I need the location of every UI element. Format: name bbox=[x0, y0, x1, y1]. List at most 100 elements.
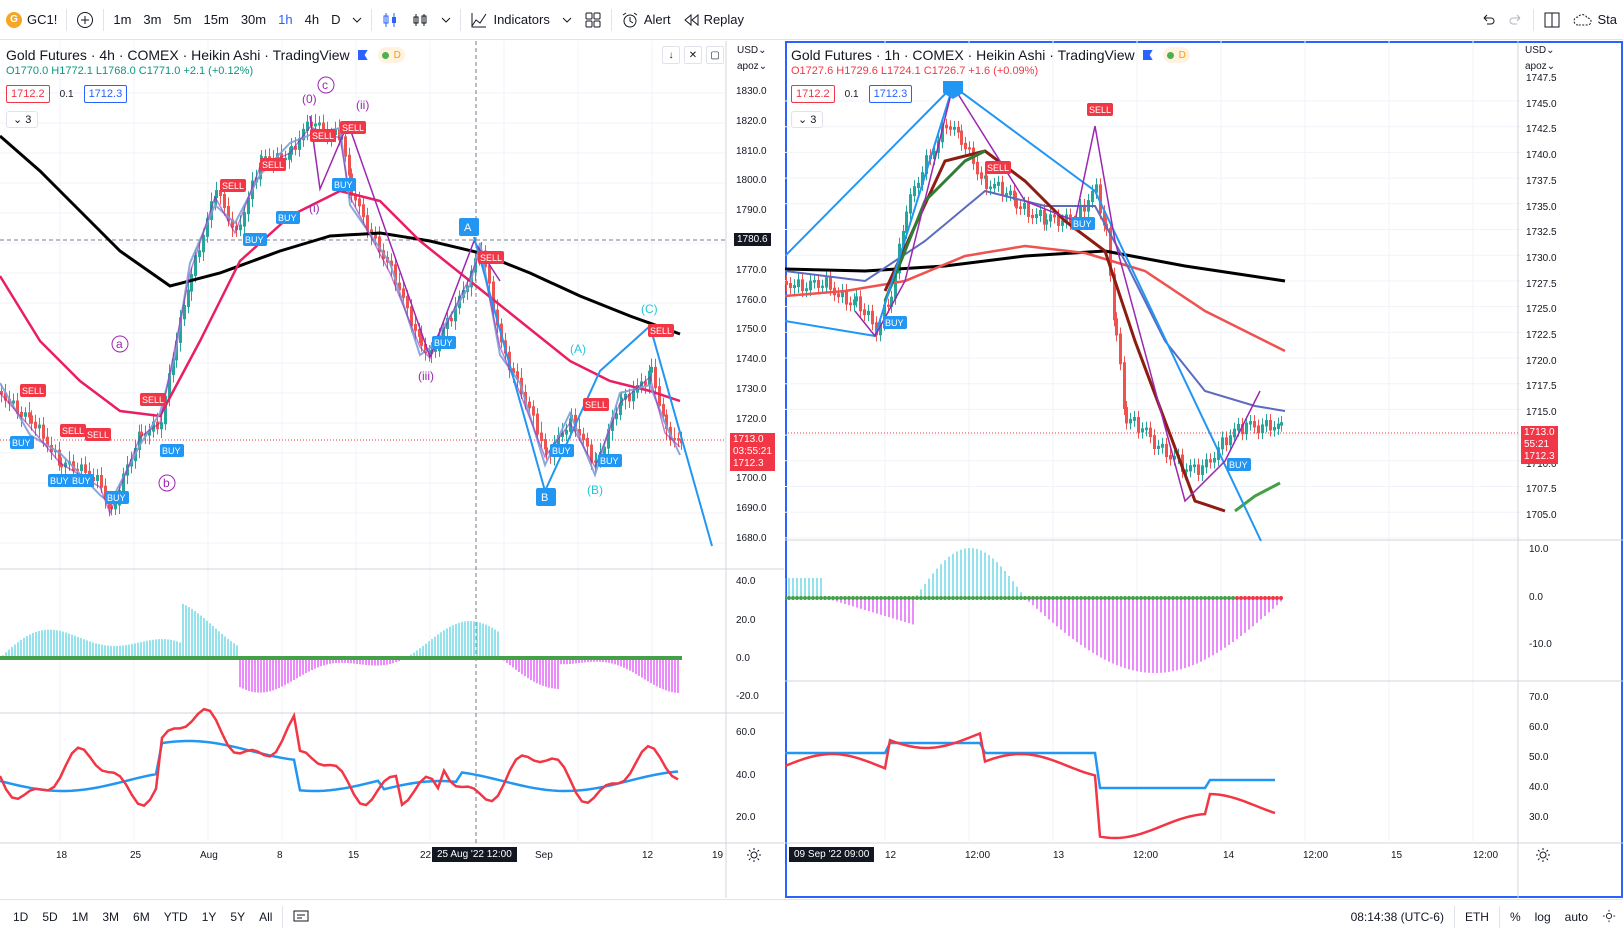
candle-body bbox=[1245, 422, 1248, 435]
arrow-down-icon[interactable]: ↓ bbox=[662, 46, 680, 64]
indicators-collapse-button[interactable]: ⌄ 3 bbox=[6, 111, 39, 128]
log-scale-toggle[interactable]: log bbox=[1534, 910, 1551, 924]
interval-d[interactable]: D bbox=[331, 12, 341, 27]
close-icon[interactable]: ✕ bbox=[684, 46, 702, 64]
currency-selector[interactable]: USD⌄ bbox=[1525, 45, 1555, 56]
session-toggle[interactable]: ETH bbox=[1464, 910, 1489, 924]
sell-price-button[interactable]: 1712.2 bbox=[791, 85, 835, 103]
candle-body bbox=[140, 431, 143, 437]
sell-signal-label: SELL bbox=[585, 400, 607, 410]
buy-price-button[interactable]: 1712.3 bbox=[868, 85, 913, 103]
add-symbol-button[interactable] bbox=[70, 0, 100, 40]
indicators-collapse-button[interactable]: ⌄ 3 bbox=[791, 111, 824, 128]
zero-dot bbox=[1251, 596, 1255, 600]
chart-type-button[interactable] bbox=[405, 0, 435, 40]
candle-body bbox=[239, 224, 242, 231]
symbol-search[interactable]: G GC1! bbox=[0, 0, 63, 40]
zero-dot bbox=[1023, 596, 1027, 600]
interval-dropdown[interactable] bbox=[346, 0, 368, 40]
currency-selector[interactable]: USD⌄ bbox=[737, 45, 767, 56]
signal-line bbox=[785, 741, 1275, 790]
cloud-save-button[interactable]: Sta bbox=[1567, 0, 1623, 40]
alert-button[interactable]: Alert bbox=[615, 0, 677, 40]
zero-dot bbox=[1227, 596, 1231, 600]
unit-label: apoz bbox=[737, 61, 759, 72]
osc-axis-tick: 10.0 bbox=[1529, 544, 1549, 555]
range-1y[interactable]: 1Y bbox=[201, 910, 217, 924]
zero-dot bbox=[855, 596, 859, 600]
price-axis-tick: 1790.0 bbox=[736, 205, 767, 217]
range-ytd[interactable]: YTD bbox=[163, 910, 188, 924]
clock-timezone[interactable]: 08:14:38 (UTC-6) bbox=[1350, 910, 1444, 924]
ma-200-line bbox=[0, 134, 681, 336]
interval-1h[interactable]: 1h bbox=[278, 12, 293, 27]
candle-body bbox=[945, 124, 948, 129]
price-axis-tick: 1710.0 bbox=[1526, 458, 1557, 470]
layout-button[interactable] bbox=[1537, 0, 1567, 40]
indicators-button[interactable]: Indicators bbox=[464, 0, 555, 40]
range-5y[interactable]: 5Y bbox=[230, 910, 246, 924]
ma-green-line bbox=[883, 149, 986, 302]
ma-brown-line bbox=[883, 149, 1226, 513]
interval-1m[interactable]: 1m bbox=[113, 12, 132, 27]
buy-price-button[interactable]: 1712.3 bbox=[83, 85, 128, 103]
candle-body bbox=[24, 412, 27, 417]
range-3m[interactable]: 3M bbox=[102, 910, 120, 924]
range-all[interactable]: All bbox=[259, 910, 273, 924]
sell-signal-label: SELL bbox=[262, 160, 284, 170]
interval-4h[interactable]: 4h bbox=[304, 12, 320, 27]
zero-dot bbox=[1079, 596, 1083, 600]
price-axis-tick: 1742.5 bbox=[1526, 124, 1557, 136]
buy-signal bbox=[48, 474, 72, 487]
candle-body bbox=[809, 280, 812, 291]
bar-style-button[interactable] bbox=[375, 0, 405, 40]
range-5d[interactable]: 5D bbox=[42, 910, 58, 924]
candle-body bbox=[821, 285, 824, 288]
interval-15m[interactable]: 15m bbox=[203, 12, 229, 27]
buy-signal bbox=[70, 474, 94, 487]
candle-body bbox=[30, 415, 33, 424]
chart-settings-button[interactable] bbox=[1535, 847, 1551, 866]
indicators-dropdown[interactable] bbox=[556, 0, 578, 40]
zero-dot bbox=[847, 596, 851, 600]
zero-dot bbox=[1075, 596, 1079, 600]
zero-dot bbox=[1031, 596, 1035, 600]
ma-50-line bbox=[785, 244, 1286, 353]
sell-price-button[interactable]: 1712.2 bbox=[6, 85, 50, 103]
interval-3m[interactable]: 3m bbox=[143, 12, 162, 27]
zero-dot bbox=[887, 596, 891, 600]
chart-pane-4h[interactable]: (0) c (ii) (i) (iii) a b (A) (B) (C) A B SELL SELL SEL… bbox=[0, 41, 784, 898]
range-1d[interactable]: 1D bbox=[13, 910, 29, 924]
candle-body bbox=[957, 126, 960, 133]
templates-button[interactable] bbox=[578, 0, 608, 40]
zero-dot bbox=[1123, 596, 1127, 600]
auto-scale-toggle[interactable]: auto bbox=[1564, 910, 1588, 924]
zero-dot bbox=[1187, 596, 1191, 600]
percent-scale-toggle[interactable]: % bbox=[1509, 910, 1521, 924]
range-6m[interactable]: 6M bbox=[133, 910, 150, 924]
time-axis-tick: 15 bbox=[348, 850, 360, 861]
chart-pane-1h[interactable]: SELL SELL BUY BUY BUY Gold Futures · 1h · CO… bbox=[785, 41, 1623, 898]
chart-canvas-1h[interactable]: SELL SELL BUY BUY BUY bbox=[785, 41, 1623, 898]
unit-selector[interactable]: apoz⌄ bbox=[1525, 61, 1556, 72]
candle-body bbox=[28, 412, 31, 418]
range-1m[interactable]: 1M bbox=[71, 910, 89, 924]
go-to-date-button[interactable] bbox=[286, 909, 316, 926]
interval-5m[interactable]: 5m bbox=[173, 12, 192, 27]
scale-settings-button[interactable] bbox=[1595, 909, 1623, 926]
chart-settings-button[interactable] bbox=[746, 847, 762, 866]
candle-body bbox=[1205, 459, 1208, 468]
replay-button[interactable]: Replay bbox=[677, 0, 750, 40]
unit-selector[interactable]: apoz⌄ bbox=[737, 61, 768, 72]
interval-30m[interactable]: 30m bbox=[240, 12, 267, 27]
candle-body bbox=[586, 437, 589, 447]
chart-type-dropdown[interactable] bbox=[435, 0, 457, 40]
redo-button[interactable] bbox=[1502, 0, 1530, 40]
zero-dot bbox=[911, 596, 915, 600]
price-axis-tick: 1737.5 bbox=[1526, 175, 1557, 187]
candle-body bbox=[976, 161, 979, 175]
undo-button[interactable] bbox=[1474, 0, 1502, 40]
candle-body bbox=[190, 274, 193, 292]
maximize-icon[interactable]: ▢ bbox=[706, 46, 724, 64]
